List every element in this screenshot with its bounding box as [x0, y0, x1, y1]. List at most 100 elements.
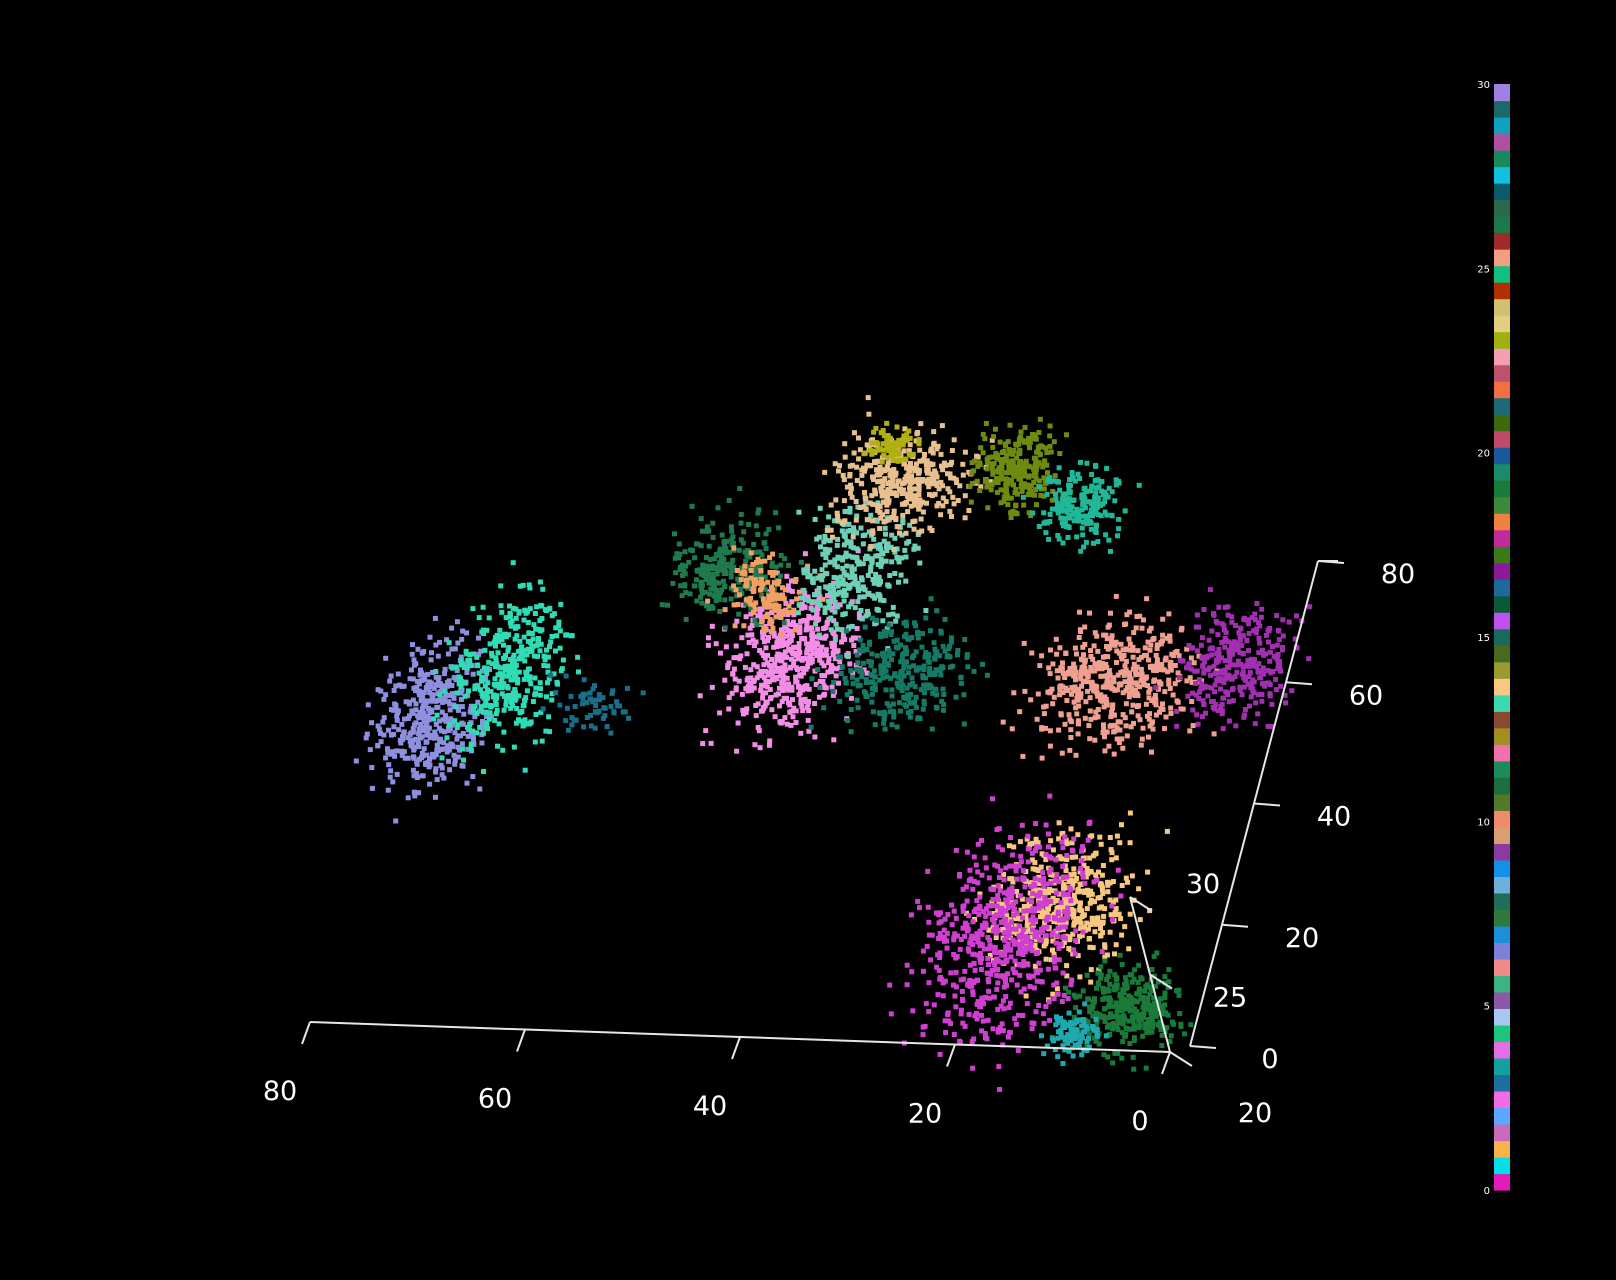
data-point	[744, 553, 750, 558]
data-point	[493, 711, 499, 717]
data-point	[1077, 905, 1083, 911]
data-point	[433, 721, 439, 727]
data-point	[694, 577, 699, 583]
data-point	[1201, 702, 1207, 708]
data-point	[481, 769, 486, 774]
data-point	[1073, 705, 1079, 711]
data-point	[872, 681, 878, 687]
data-point	[1000, 901, 1006, 907]
data-point	[445, 683, 450, 689]
data-point	[1026, 973, 1032, 979]
data-point	[759, 708, 764, 714]
data-point	[1048, 866, 1054, 872]
data-point	[905, 692, 911, 698]
data-point	[740, 540, 746, 546]
data-point	[1036, 460, 1042, 466]
data-point	[962, 449, 968, 455]
data-point	[413, 701, 419, 707]
data-point	[863, 613, 869, 619]
data-point	[901, 461, 907, 467]
data-point	[526, 721, 532, 727]
data-point	[769, 657, 775, 662]
data-point	[751, 578, 757, 584]
data-point	[1093, 490, 1099, 496]
data-point	[1222, 635, 1228, 641]
data-point	[429, 697, 435, 703]
data-point	[1081, 501, 1087, 507]
data-point	[842, 518, 848, 524]
data-point	[1093, 921, 1099, 927]
data-point	[857, 647, 863, 653]
data-point	[539, 738, 545, 744]
data-point	[807, 573, 813, 579]
data-point	[1223, 689, 1229, 695]
data-point	[784, 675, 790, 681]
data-point	[1211, 731, 1217, 737]
data-point	[984, 456, 990, 462]
data-point	[516, 610, 522, 616]
data-point	[878, 546, 884, 552]
data-point	[1083, 488, 1089, 494]
data-point	[1041, 493, 1047, 499]
data-point	[930, 690, 936, 696]
data-point	[1047, 869, 1053, 875]
data-point	[571, 717, 577, 723]
data-point	[1001, 1006, 1007, 1012]
data-point	[529, 644, 535, 650]
data-point	[537, 618, 543, 623]
data-point	[775, 635, 781, 641]
data-point	[843, 680, 849, 686]
data-point	[853, 649, 859, 654]
data-point	[1084, 499, 1090, 505]
data-point	[517, 638, 523, 644]
data-point	[1187, 675, 1193, 681]
data-point	[841, 477, 847, 483]
data-point	[1226, 639, 1232, 645]
data-point	[510, 560, 516, 566]
data-point	[1080, 644, 1086, 650]
data-point	[1265, 668, 1271, 674]
data-point	[834, 542, 840, 548]
data-point	[1105, 889, 1111, 895]
data-point	[832, 562, 838, 568]
data-point	[1074, 651, 1079, 657]
data-point	[1038, 493, 1044, 498]
data-point	[545, 663, 551, 669]
data-point	[1054, 905, 1060, 911]
data-point	[1024, 1001, 1030, 1007]
data-point	[859, 577, 865, 583]
data-point	[1064, 963, 1070, 969]
data-point	[758, 573, 763, 579]
data-point	[1090, 656, 1096, 662]
data-point	[484, 720, 490, 726]
data-point	[1024, 836, 1030, 842]
data-point	[907, 442, 913, 448]
data-point	[906, 664, 912, 670]
data-point	[1033, 821, 1039, 826]
data-point	[755, 725, 761, 730]
data-point	[707, 591, 713, 597]
data-point	[871, 580, 877, 586]
data-point	[977, 951, 983, 956]
data-point	[750, 610, 756, 615]
data-point	[832, 634, 838, 640]
data-point	[1165, 669, 1171, 675]
data-point	[1069, 977, 1075, 983]
data-point	[1081, 486, 1087, 492]
data-point	[481, 665, 487, 671]
data-point	[862, 532, 868, 538]
data-point	[496, 721, 502, 727]
data-point	[1000, 457, 1006, 462]
data-point	[968, 499, 974, 505]
data-point	[602, 705, 608, 711]
cluster-0	[353, 615, 519, 824]
data-point	[1130, 647, 1136, 653]
data-point	[962, 1023, 968, 1029]
data-point	[868, 512, 874, 518]
data-point	[1092, 630, 1098, 636]
data-point	[514, 706, 520, 711]
data-point	[1168, 659, 1174, 665]
data-point	[987, 910, 992, 916]
data-point	[978, 960, 984, 965]
data-point	[796, 602, 802, 608]
